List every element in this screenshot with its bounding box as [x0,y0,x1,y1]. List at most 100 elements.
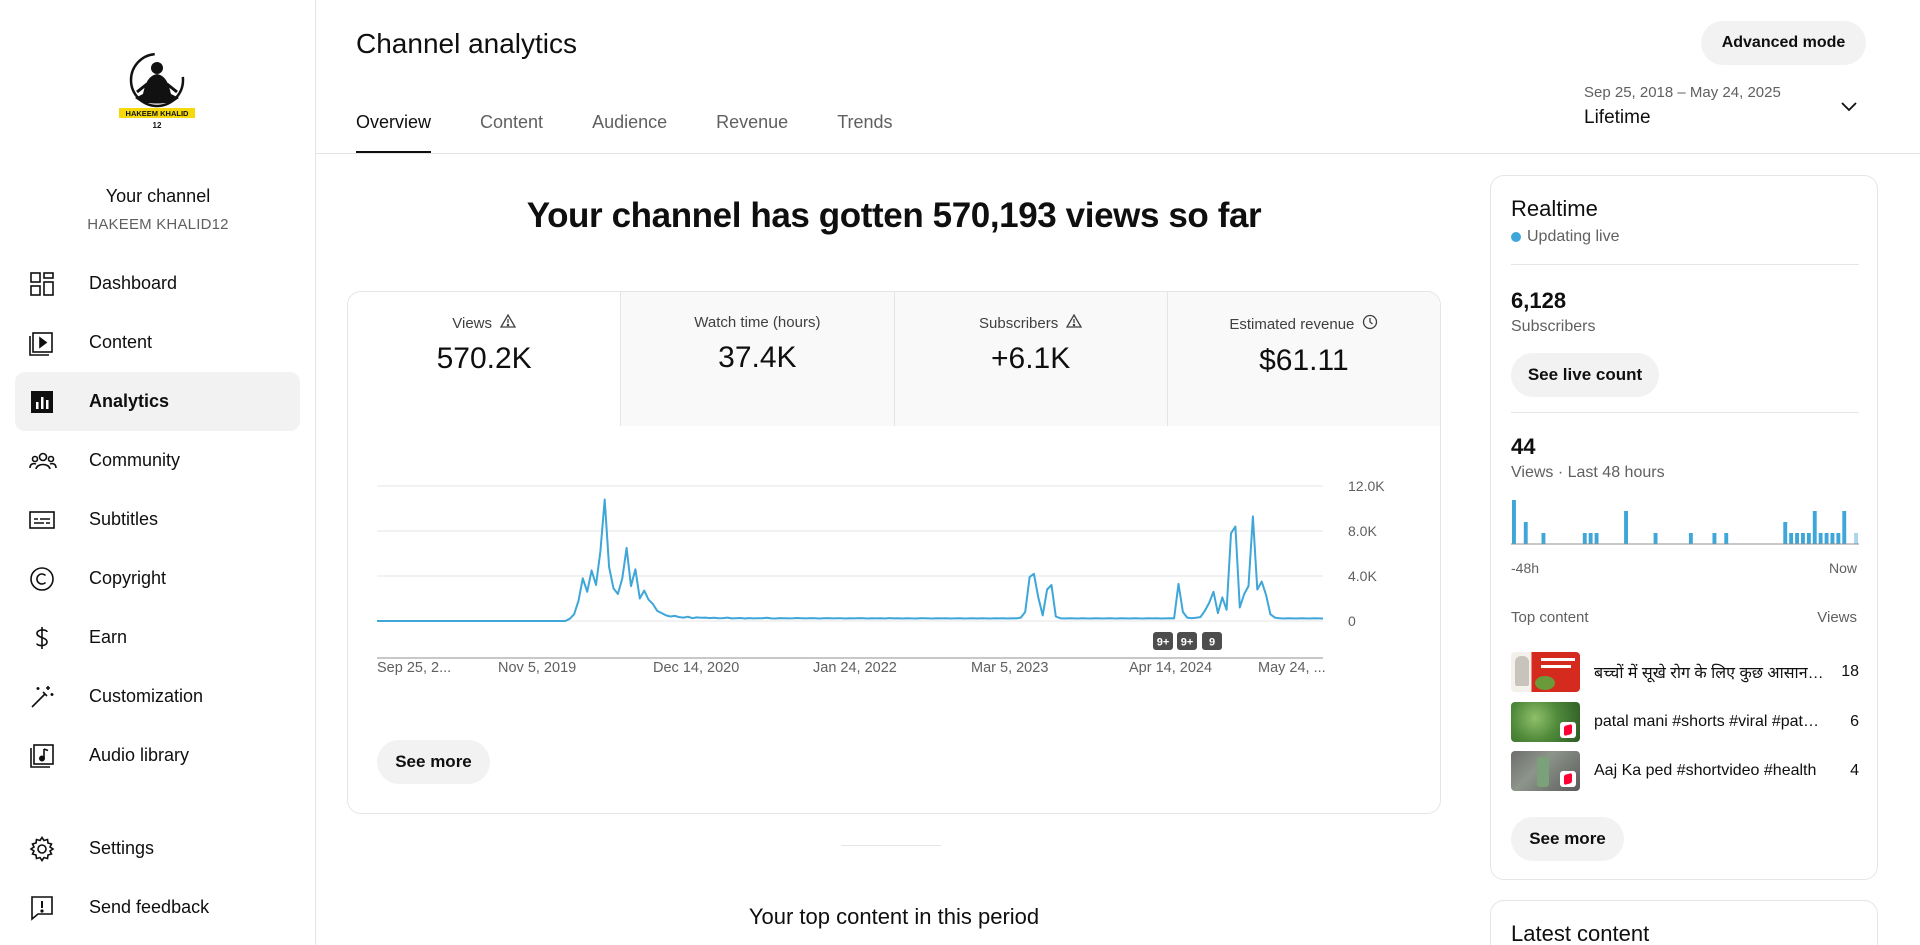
top-content-row[interactable]: बच्चों में सूखे रोग के लिए कुछ आसान उपाय… [1511,652,1859,692]
channel-name: HAKEEM KHALID12 [87,216,229,233]
analytics-tabs: Overview Content Audience Revenue Trends [356,96,942,154]
advanced-mode-button[interactable]: Advanced mode [1701,21,1866,65]
sidebar-item-audio-library[interactable]: Audio library [15,726,300,785]
metric-label: Watch time (hours) [694,314,821,331]
realtime-bar [1624,511,1628,544]
shorts-icon [1560,771,1576,787]
metric-views[interactable]: Views 570.2K [348,292,621,426]
realtime-bar [1818,533,1823,544]
realtime-bar [1836,533,1841,544]
sidebar-item-send-feedback[interactable]: Send feedback [15,878,300,937]
metric-watch-time[interactable]: Watch time (hours) 37.4K [620,292,894,426]
video-thumbnail [1511,652,1580,692]
metric-estimated-revenue[interactable]: Estimated revenue $61.11 [1166,292,1440,426]
sidebar-bottom-nav: Settings Send feedback [15,819,300,937]
tab-revenue[interactable]: Revenue [716,112,789,132]
sidebar-item-customization[interactable]: Customization [15,667,300,726]
sidebar-item-content[interactable]: Content [15,313,300,372]
sidebar-item-label: Copyright [89,568,167,588]
chevron-down-icon [1840,100,1858,118]
x-tick-label: Apr 14, 2024 [1129,660,1212,676]
tab-audience[interactable]: Audience [592,112,668,132]
annotation-marker-label: 9+ [1181,637,1194,649]
views-line-chart: 12.0K 8.0K 4.0K 0 Sep 25, 2... Nov 5, 2019 Dec… [377,478,1385,676]
realtime-bar [1812,511,1817,544]
views-series-line [377,498,1324,622]
metric-value: $61.11 [1259,344,1349,377]
magic-wand-icon [29,684,73,710]
realtime-see-more-button[interactable]: See more [1511,817,1624,861]
y-tick-label: 0 [1348,613,1356,629]
realtime-bar [1653,533,1658,544]
sidebar-item-label: Send feedback [89,897,210,917]
sidebar-nav: Dashboard Content Analytics Community Su… [15,254,300,785]
feedback-icon [29,895,73,921]
see-live-count-button[interactable]: See live count [1511,353,1659,397]
metric-tabs: Views 570.2K Watch time (hours) 37.4K Su… [348,292,1440,426]
realtime-status: Updating live [1511,228,1620,246]
top-content-heading: Your top content in this period [748,904,1040,929]
top-content-views: 18 [1841,663,1859,680]
annotation-marker [1177,632,1197,650]
realtime-subscribers-label: Subscribers [1511,318,1596,335]
realtime-bar [1789,533,1794,544]
dashboard-icon [29,271,73,297]
see-more-button[interactable]: See more [377,740,490,784]
date-range-text: Sep 25, 2018 – May 24, 2025 [1584,84,1781,101]
top-content-title: Aaj Ka ped #shortvideo #health [1594,762,1817,779]
sidebar-item-label: Subtitles [89,509,159,529]
realtime-bar [1512,500,1516,544]
sidebar-item-dashboard[interactable]: Dashboard [15,254,300,313]
annotation-marker [1153,632,1173,650]
realtime-bar [1783,522,1788,544]
your-channel-label: Your channel [105,186,211,206]
realtime-bar [1588,533,1593,544]
realtime-bar [1842,511,1847,544]
realtime-card: Realtime Updating live 6,128 Subscribers… [1490,175,1878,880]
sidebar-item-settings[interactable]: Settings [15,819,300,878]
live-dot-icon [1511,232,1521,242]
sidebar-item-community[interactable]: Community [15,431,300,490]
channel-avatar[interactable]: HAKEEM KHALID 12 [117,50,197,132]
divider [1511,412,1859,413]
sidebar-item-earn[interactable]: Earn [15,608,300,667]
annotation-marker-label: 9 [1209,637,1215,649]
overview-metrics-card: Views 570.2K Watch time (hours) 37.4K Su… [347,291,1441,814]
sidebar-item-analytics[interactable]: Analytics [15,372,300,431]
metric-label: Subscribers [979,314,1059,332]
realtime-bar [1688,533,1693,544]
realtime-axis-end: Now [1828,560,1857,576]
realtime-bar [1724,533,1729,544]
realtime-bar [1523,522,1528,544]
views-headline: Your channel has gotten 570,193 views so… [526,196,1262,235]
realtime-views-value: 44 [1511,434,1536,459]
sidebar-item-label: Community [89,450,181,470]
realtime-bar [1854,533,1858,544]
sidebar-item-label: Dashboard [89,273,178,293]
page-title: Channel analytics [356,28,578,59]
sidebar-item-copyright[interactable]: Copyright [15,549,300,608]
x-tick-label: Mar 5, 2023 [971,660,1048,676]
tab-overview[interactable]: Overview [356,96,432,154]
subtitles-icon [29,507,73,533]
x-tick-label: Nov 5, 2019 [498,660,576,676]
section-divider [841,845,941,846]
top-content-label: Top content [1511,609,1589,626]
sidebar-item-subtitles[interactable]: Subtitles [15,490,300,549]
sidebar-item-label: Analytics [89,391,170,411]
tab-content[interactable]: Content [480,112,544,132]
annotation-marker-label: 9+ [1157,637,1170,649]
video-thumbnail [1511,751,1580,791]
date-range-picker[interactable]: Sep 25, 2018 – May 24, 2025 Lifetime [1584,84,1864,134]
copyright-icon [29,566,73,592]
metric-value: 570.2K [436,342,532,375]
tab-trends[interactable]: Trends [837,112,893,132]
realtime-bar [1795,533,1799,544]
sidebar-item-label: Settings [89,838,155,858]
top-content-views: 6 [1850,713,1859,730]
metric-subscribers[interactable]: Subscribers +6.1K [893,292,1167,426]
svg-text:12: 12 [153,121,162,130]
top-content-row[interactable]: Aaj Ka ped #shortvideo #health 4 [1511,751,1859,791]
